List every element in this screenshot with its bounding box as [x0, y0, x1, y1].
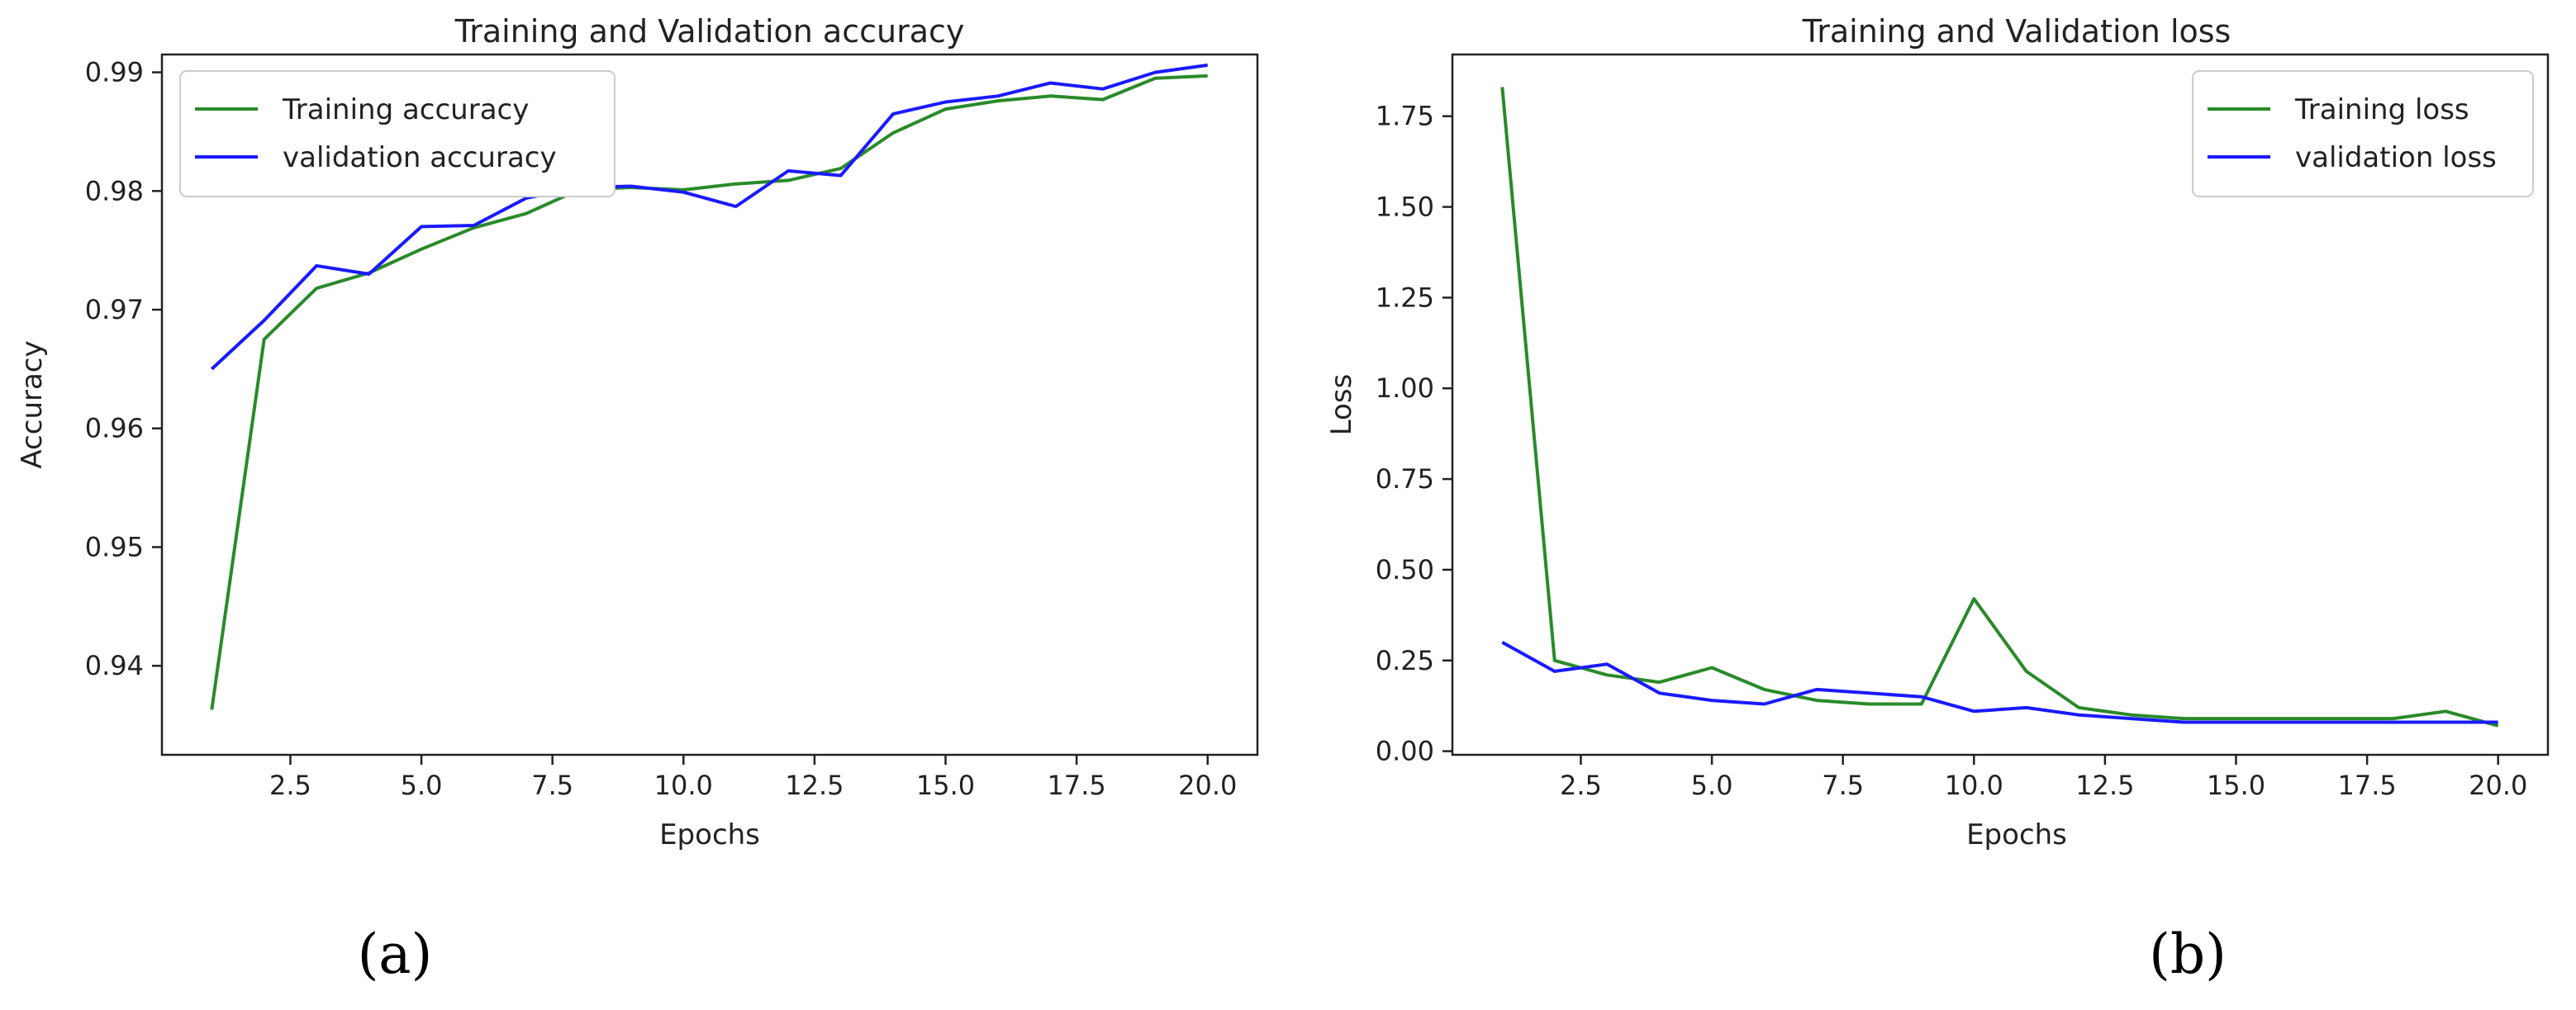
x-tick-label: 12.5	[2075, 770, 2134, 801]
legend-label-validation-accuracy: validation accuracy	[283, 141, 557, 174]
y-tick-label: 0.95	[85, 531, 144, 562]
y-tick-label: 0.50	[1376, 554, 1434, 586]
x-tick-label: 10.0	[1945, 770, 2003, 801]
x-tick-label: 20.0	[1178, 770, 1237, 801]
series-line-training-loss	[1500, 87, 2499, 728]
legend-label-training-loss: Training loss	[2294, 93, 2469, 126]
panel-label-a: (a)	[358, 922, 433, 986]
x-tick-label: 20.0	[2469, 770, 2527, 801]
legend-label-validation-loss: validation loss	[2295, 141, 2497, 174]
x-tick-label: 5.0	[1691, 770, 1733, 801]
y-tick-label: 0.99	[85, 57, 144, 88]
y-tick-label: 0.98	[85, 175, 144, 206]
y-tick-label: 1.75	[1376, 101, 1434, 132]
series-line-validation-loss	[1501, 641, 2498, 724]
y-tick-label: 1.00	[1376, 372, 1434, 404]
y-axis: 0.00 0.25 0.50 0.75 1.00 1.25 1.50 1.75	[1376, 101, 1452, 767]
y-tick-label: 1.25	[1376, 282, 1434, 313]
plot-area	[1451, 53, 2550, 756]
x-tick-label: 12.5	[785, 770, 844, 801]
panel-label-b: (b)	[2149, 922, 2227, 986]
x-tick-label: 5.0	[401, 770, 443, 801]
x-tick-label: 17.5	[2337, 770, 2396, 801]
legend: Training loss validation loss	[2192, 70, 2534, 197]
legend-label-training-accuracy: Training accuracy	[282, 93, 529, 126]
series-lines	[210, 63, 1208, 710]
chart-title: Training and Validation accuracy	[454, 13, 965, 50]
x-tick-label: 15.0	[916, 770, 975, 801]
y-tick-label: 0.96	[85, 413, 144, 444]
y-axis: 0.94 0.95 0.96 0.97 0.98 0.99	[85, 57, 162, 681]
y-axis-label: Loss	[1325, 374, 1358, 436]
x-axis: 2.5 5.0 7.5 10.0 12.5 15.0 17.5 20.0	[269, 755, 1237, 801]
accuracy-chart: Training and Validation accuracy 2.5 5.0 7…	[16, 13, 1259, 986]
series-lines	[1500, 87, 2499, 728]
x-axis-label: Epochs	[659, 818, 760, 851]
x-axis-label: Epochs	[1966, 818, 2067, 851]
legend-box	[2192, 70, 2534, 197]
x-tick-label: 17.5	[1047, 770, 1105, 801]
legend-box	[179, 70, 615, 197]
y-axis-label: Accuracy	[16, 340, 49, 468]
series-line-training-accuracy	[210, 73, 1208, 710]
y-tick-label: 0.94	[85, 650, 144, 681]
x-tick-label: 15.0	[2207, 770, 2265, 801]
series-line-validation-accuracy	[210, 63, 1208, 371]
x-tick-label: 2.5	[269, 770, 311, 801]
y-tick-label: 1.50	[1376, 192, 1434, 223]
legend: Training accuracy validation accuracy	[179, 70, 615, 197]
y-tick-label: 0.75	[1376, 463, 1434, 495]
y-tick-label: 0.00	[1376, 736, 1434, 767]
loss-chart: Training and Validation loss 2.5 5.0 7.5 10…	[1325, 13, 2550, 986]
y-tick-label: 0.97	[85, 294, 144, 325]
x-axis: 2.5 5.0 7.5 10.0 12.5 15.0 17.5 20.0	[1560, 755, 2527, 801]
x-tick-label: 7.5	[531, 770, 573, 801]
y-tick-label: 0.25	[1376, 645, 1434, 676]
plot-area	[160, 53, 1259, 756]
x-tick-label: 10.0	[654, 770, 713, 801]
chart-title: Training and Validation loss	[1802, 13, 2231, 50]
x-tick-label: 2.5	[1560, 770, 1602, 801]
x-tick-label: 7.5	[1822, 770, 1864, 801]
